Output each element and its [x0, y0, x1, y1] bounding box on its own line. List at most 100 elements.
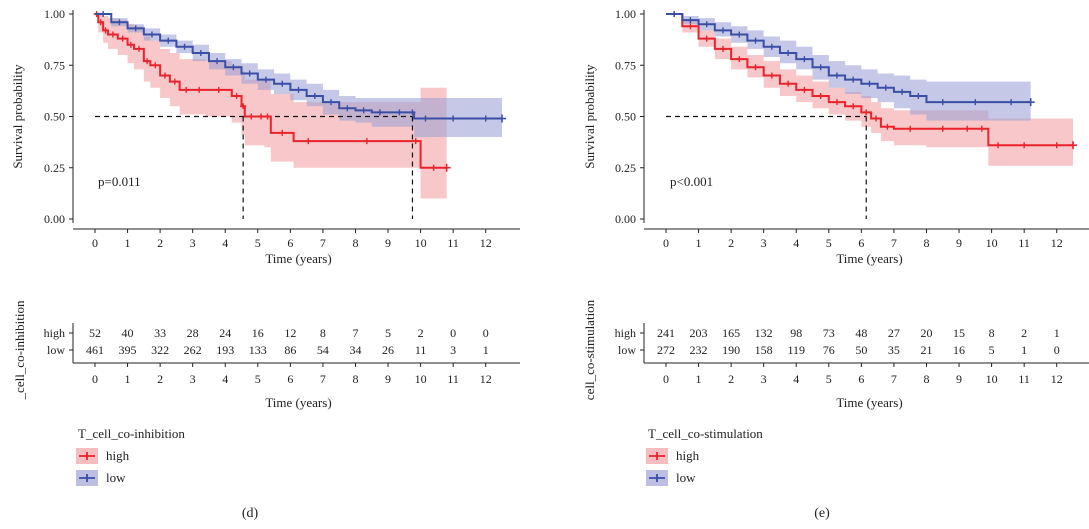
x-tick-label: 8 — [923, 236, 929, 250]
censor-mark-high — [127, 41, 134, 48]
risk-row-label-high: high — [615, 326, 636, 340]
censor-mark-high — [768, 72, 775, 79]
risk-x-tick-label: 4 — [222, 372, 228, 386]
censor-mark-low — [833, 72, 840, 79]
censor-mark-low — [376, 109, 383, 116]
censor-mark-low — [972, 99, 979, 106]
x-tick-label: 1 — [125, 236, 131, 250]
censor-mark-low — [165, 37, 172, 44]
risk-count-low: 395 — [119, 343, 137, 357]
censor-mark-low — [279, 80, 286, 87]
risk-count-low: 232 — [690, 343, 708, 357]
censor-mark-high — [978, 125, 985, 132]
risk-count-low: 322 — [151, 343, 169, 357]
censor-mark-high — [430, 164, 437, 171]
censor-mark-high — [939, 125, 946, 132]
risk-count-low: 158 — [755, 343, 773, 357]
y-axis-title: Survival probability — [10, 64, 25, 169]
risk-x-tick-label: 11 — [1018, 372, 1030, 386]
censor-mark-high — [817, 93, 824, 99]
ci-band-high — [666, 14, 1073, 166]
panel-label: (d) — [242, 506, 259, 521]
x-tick-label: 6 — [287, 236, 293, 250]
risk-count-high: 7 — [352, 326, 358, 340]
risk-count-low: 5 — [989, 343, 995, 357]
ci-band-low — [95, 14, 502, 137]
risk-x-tick-label: 1 — [696, 372, 702, 386]
censor-mark-high — [1053, 142, 1060, 149]
x-tick-label: 7 — [891, 236, 897, 250]
y-tick-label: 0.25 — [44, 161, 65, 175]
censor-mark-low — [498, 114, 506, 123]
risk-x-tick-label: 8 — [923, 372, 929, 386]
censor-mark-high — [305, 138, 312, 145]
risk-count-high: 1 — [1054, 326, 1060, 340]
risk-row-label-high: high — [44, 326, 65, 340]
risk-x-tick-label: 3 — [190, 372, 196, 386]
y-tick-label: 0.75 — [615, 58, 636, 72]
risk-count-low: 34 — [349, 343, 361, 357]
censor-mark-high — [964, 125, 971, 132]
legend-symbol-high — [649, 452, 665, 460]
censor-mark-low — [409, 109, 416, 116]
censor-mark-low — [100, 11, 107, 17]
censor-mark-low — [116, 19, 123, 26]
risk-x-tick-label: 6 — [858, 372, 864, 386]
censor-mark-high — [873, 115, 880, 122]
survival-curve-low — [666, 13, 1031, 104]
censor-mark-low — [181, 43, 188, 50]
legend-symbol-high — [79, 452, 95, 460]
risk-y-axis-title: cell_co-stimulation — [582, 299, 597, 400]
censor-mark-low — [899, 88, 906, 95]
censor-mark-low — [246, 70, 253, 77]
risk-count-low: 26 — [382, 343, 394, 357]
risk-x-tick-label: 2 — [728, 372, 734, 386]
legend-title: T_cell_co-inhibition — [78, 426, 185, 441]
censor-mark-high — [233, 93, 240, 99]
risk-x-tick-label: 3 — [761, 372, 767, 386]
censor-mark-low — [230, 64, 237, 71]
censor-mark-high — [97, 19, 104, 26]
censor-mark-high — [109, 31, 116, 38]
risk-count-high: 0 — [483, 326, 489, 340]
censor-mark-high — [102, 27, 109, 34]
risk-x-tick-label: 5 — [826, 372, 832, 386]
censor-mark-low — [344, 105, 351, 112]
x-tick-label: 10 — [415, 236, 427, 250]
risk-count-high: 52 — [89, 326, 101, 340]
risk-count-high: 5 — [385, 326, 391, 340]
risk-count-low: 86 — [284, 343, 296, 357]
x-tick-label: 11 — [447, 236, 459, 250]
risk-row-label-low: low — [618, 343, 636, 357]
censor-mark-high — [863, 109, 870, 116]
risk-count-high: 24 — [219, 326, 231, 340]
censor-mark-low — [482, 115, 489, 122]
risk-x-tick-label: 11 — [447, 372, 459, 386]
censor-mark-low — [360, 107, 367, 114]
censor-mark-low — [703, 21, 710, 28]
censor-mark-high — [719, 45, 726, 52]
risk-count-high: 165 — [722, 326, 740, 340]
censor-mark-high — [240, 103, 247, 110]
x-tick-label: 4 — [793, 236, 799, 250]
y-tick-label: 0.00 — [44, 212, 65, 226]
y-tick-label: 0.50 — [615, 110, 636, 124]
censor-mark-low — [850, 76, 857, 83]
censor-mark-high — [884, 123, 891, 130]
censor-mark-low — [295, 86, 302, 93]
censor-mark-low — [450, 115, 457, 122]
risk-count-low: 11 — [415, 343, 427, 357]
x-tick-label: 5 — [826, 236, 832, 250]
risk-x-tick-label: 8 — [352, 372, 358, 386]
risk-x-tick-label: 12 — [1051, 372, 1063, 386]
x-axis-title: Time (years) — [265, 251, 331, 266]
risk-count-high: 33 — [154, 326, 166, 340]
risk-count-high: 27 — [888, 326, 900, 340]
risk-count-low: 119 — [787, 343, 805, 357]
censor-mark-high — [1069, 141, 1077, 150]
censor-mark-low — [148, 31, 155, 38]
legend-label-low: low — [676, 470, 696, 485]
risk-count-high: 203 — [690, 326, 708, 340]
y-tick-label: 1.00 — [615, 7, 636, 21]
risk-count-high: 2 — [1021, 326, 1027, 340]
